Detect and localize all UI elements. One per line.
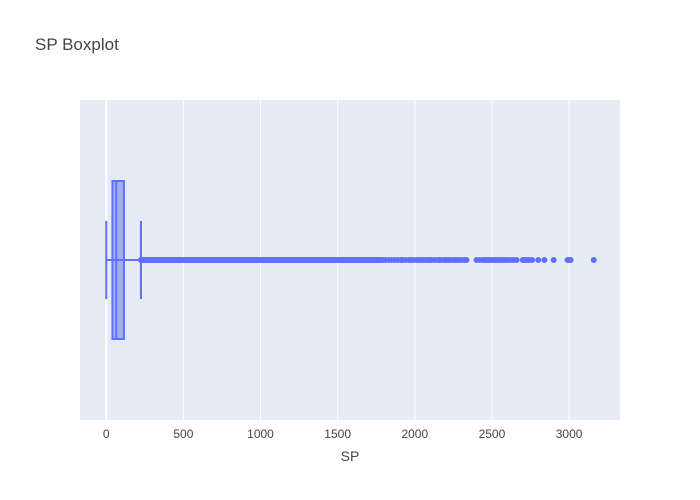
outlier-point[interactable]: [529, 257, 536, 263]
chart-title: SP Boxplot: [35, 35, 119, 54]
outlier-point[interactable]: [567, 257, 574, 263]
x-tick-label: 2500: [479, 427, 506, 441]
outlier-point[interactable]: [541, 257, 548, 263]
outlier-point[interactable]: [463, 257, 470, 263]
x-tick-label: 2000: [401, 427, 428, 441]
outlier-point[interactable]: [513, 257, 520, 263]
outlier-points[interactable]: [137, 257, 597, 263]
x-axis-title: SP: [341, 448, 360, 464]
iqr-box[interactable]: [111, 180, 125, 340]
x-tick-label: 500: [173, 427, 193, 441]
x-tick-label: 1000: [247, 427, 274, 441]
x-tick-label: 3000: [556, 427, 583, 441]
x-tick-label: 0: [103, 427, 110, 441]
x-axis-ticks: 0 500 1000 1500 2000 2500 3000: [103, 427, 583, 441]
x-tick-label: 1500: [324, 427, 351, 441]
outlier-point[interactable]: [535, 257, 542, 263]
outlier-point[interactable]: [590, 257, 597, 263]
outlier-point[interactable]: [550, 257, 557, 263]
